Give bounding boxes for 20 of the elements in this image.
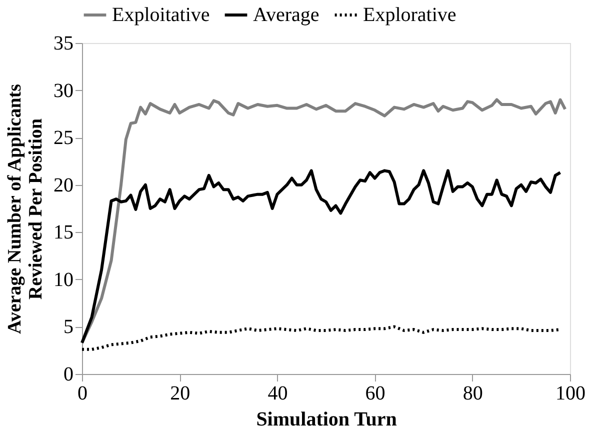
y-tick-label: 5 bbox=[64, 316, 74, 338]
y-tick-label: 0 bbox=[64, 364, 74, 386]
y-tick-label: 30 bbox=[54, 80, 74, 102]
x-tick-label: 0 bbox=[78, 382, 88, 404]
x-tick-label: 100 bbox=[556, 382, 586, 404]
y-tick-label: 10 bbox=[54, 268, 74, 291]
y-axis-title: Average Number of Applicants Reviewed Per Position bbox=[4, 84, 46, 334]
y-tick-label: 20 bbox=[54, 174, 74, 196]
x-tick-label: 60 bbox=[365, 382, 386, 404]
line-series bbox=[80, 169, 562, 344]
y-tick-label: 35 bbox=[54, 32, 74, 54]
y-tick-label: 15 bbox=[54, 222, 74, 244]
legend-label: Explorative bbox=[363, 4, 456, 26]
x-tick-label: 80 bbox=[462, 382, 483, 404]
x-tick-label: 20 bbox=[170, 382, 190, 404]
legend-label: Average bbox=[253, 4, 320, 26]
x-axis-title: Simulation Turn bbox=[256, 408, 397, 430]
legend-label: Exploitative bbox=[112, 4, 210, 26]
y-tick-label: 25 bbox=[54, 127, 74, 150]
x-tick-label: 40 bbox=[268, 382, 288, 404]
